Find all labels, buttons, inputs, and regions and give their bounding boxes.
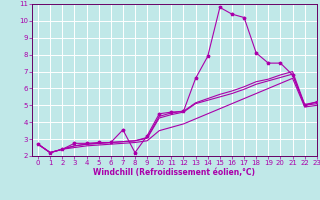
- X-axis label: Windchill (Refroidissement éolien,°C): Windchill (Refroidissement éolien,°C): [93, 168, 255, 177]
